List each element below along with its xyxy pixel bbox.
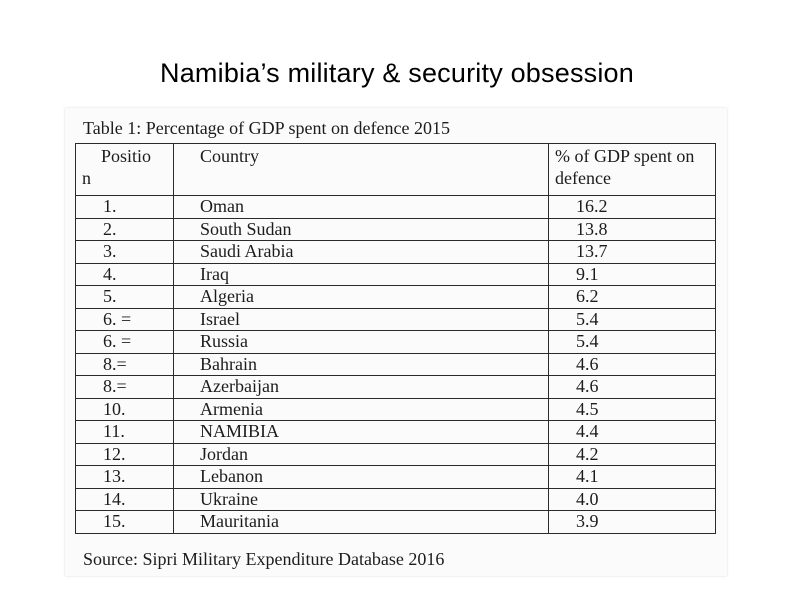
- table-row: 11. NAMIBIA 4.4: [75, 420, 716, 444]
- cell-pct: 4.0: [548, 487, 716, 511]
- cell-position: 6. =: [75, 307, 174, 331]
- cell-position: 3.: [75, 240, 174, 264]
- cell-pct: 13.8: [548, 217, 716, 241]
- cell-country: Oman: [173, 195, 549, 219]
- cell-country: Algeria: [173, 285, 549, 309]
- table-image: Table 1: Percentage of GDP spent on defe…: [65, 108, 727, 576]
- header-pct: % of GDP spent on defence: [548, 143, 716, 196]
- defence-spending-table: Positio n Country % of GDP spent on defe…: [75, 143, 716, 534]
- cell-country: Ukraine: [173, 487, 549, 511]
- table-row: 8.= Azerbaijan 4.6: [75, 375, 716, 399]
- cell-position: 4.: [75, 262, 174, 286]
- cell-position: 14.: [75, 487, 174, 511]
- header-country: Country: [173, 143, 549, 196]
- slide-title: Namibia’s military & security obsession: [160, 58, 634, 88]
- cell-country: Bahrain: [173, 352, 549, 376]
- cell-pct: 13.7: [548, 240, 716, 264]
- cell-country: Azerbaijan: [173, 375, 549, 399]
- cell-position: 8.=: [75, 375, 174, 399]
- table-row: 6. = Russia 5.4: [75, 330, 716, 354]
- cell-pct: 4.2: [548, 442, 716, 466]
- cell-pct: 3.9: [548, 510, 716, 534]
- table-row: 8.= Bahrain 4.6: [75, 352, 716, 376]
- table-row: 13. Lebanon 4.1: [75, 465, 716, 489]
- cell-pct: 5.4: [548, 330, 716, 354]
- cell-position: 10.: [75, 397, 174, 421]
- header-position: Positio n: [75, 143, 174, 196]
- cell-pct: 5.4: [548, 307, 716, 331]
- cell-country: Mauritania: [173, 510, 549, 534]
- table-caption: Table 1: Percentage of GDP spent on defe…: [83, 118, 450, 138]
- cell-country: NAMIBIA: [173, 420, 549, 444]
- cell-position: 12.: [75, 442, 174, 466]
- table-row: 5. Algeria 6.2: [75, 285, 716, 309]
- cell-pct: 4.6: [548, 352, 716, 376]
- cell-pct: 4.5: [548, 397, 716, 421]
- table-row: 1. Oman 16.2: [75, 195, 716, 219]
- table-row: 12. Jordan 4.2: [75, 442, 716, 466]
- cell-position: 11.: [75, 420, 174, 444]
- table-row: 14. Ukraine 4.0: [75, 487, 716, 511]
- cell-position: 2.: [75, 217, 174, 241]
- cell-pct: 4.6: [548, 375, 716, 399]
- cell-country: Lebanon: [173, 465, 549, 489]
- table-source: Source: Sipri Military Expenditure Datab…: [83, 549, 445, 569]
- table-row: 6. = Israel 5.4: [75, 307, 716, 331]
- table-row: 2. South Sudan 13.8: [75, 217, 716, 241]
- table-row: 10. Armenia 4.5: [75, 397, 716, 421]
- cell-country: Iraq: [173, 262, 549, 286]
- cell-position: 5.: [75, 285, 174, 309]
- cell-position: 8.=: [75, 352, 174, 376]
- table-row: 3. Saudi Arabia 13.7: [75, 240, 716, 264]
- cell-position: 13.: [75, 465, 174, 489]
- cell-pct: 6.2: [548, 285, 716, 309]
- cell-country: South Sudan: [173, 217, 549, 241]
- cell-country: Russia: [173, 330, 549, 354]
- header-position-line2: n: [82, 168, 91, 188]
- header-position-line1: Positio: [101, 146, 152, 166]
- cell-pct: 4.1: [548, 465, 716, 489]
- cell-pct: 9.1: [548, 262, 716, 286]
- cell-country: Israel: [173, 307, 549, 331]
- cell-country: Jordan: [173, 442, 549, 466]
- cell-position: 15.: [75, 510, 174, 534]
- cell-country: Saudi Arabia: [173, 240, 549, 264]
- cell-pct: 16.2: [548, 195, 716, 219]
- cell-country: Armenia: [173, 397, 549, 421]
- cell-position: 1.: [75, 195, 174, 219]
- cell-pct: 4.4: [548, 420, 716, 444]
- table-row: 4. Iraq 9.1: [75, 262, 716, 286]
- cell-position: 6. =: [75, 330, 174, 354]
- table-header-row: Positio n Country % of GDP spent on defe…: [75, 143, 716, 196]
- table-row: 15. Mauritania 3.9: [75, 510, 716, 534]
